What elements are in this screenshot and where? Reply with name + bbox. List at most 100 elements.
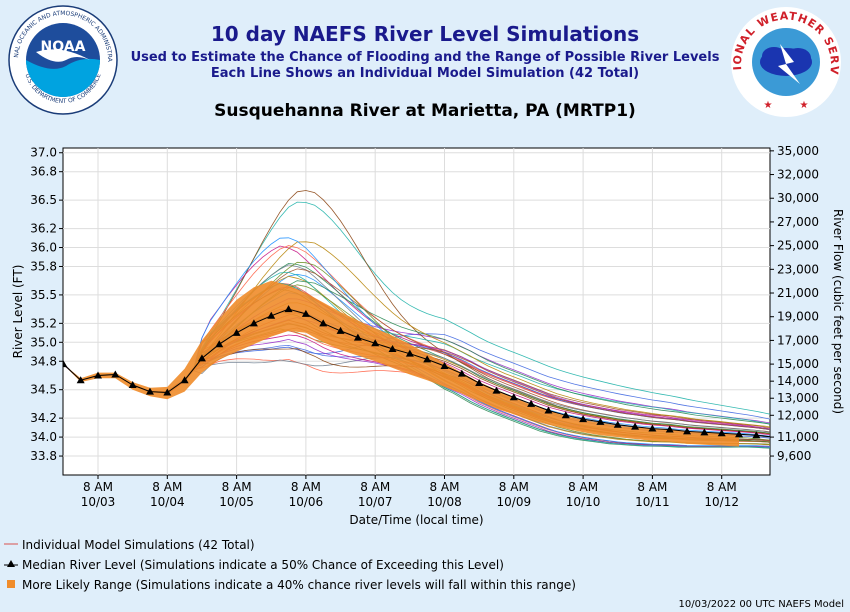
median-point <box>423 355 432 363</box>
median-point <box>613 420 622 428</box>
median-point <box>405 349 414 357</box>
y2-tick-label: 14,000 <box>777 374 819 388</box>
median-point <box>527 399 536 407</box>
legend-line-icon <box>4 543 18 545</box>
x-tick-label-date: 10/11 <box>635 495 670 509</box>
plot-contents <box>63 190 770 449</box>
x-tick-label-date: 10/04 <box>150 495 185 509</box>
median-point <box>145 387 154 395</box>
median-point <box>388 344 397 352</box>
x-tick-label-date: 10/09 <box>497 495 532 509</box>
noaa-logo-text: NOAA <box>41 39 86 55</box>
x-tick-label-time: 8 AM <box>222 480 252 494</box>
nws-logo: NATIONAL WEATHER SERVICE ★ ★ <box>728 4 841 117</box>
median-point <box>457 369 466 377</box>
median-point <box>63 360 68 368</box>
median-point <box>267 311 276 319</box>
location-title: Susquehanna River at Marietta, PA (MRTP1… <box>214 101 636 121</box>
x-tick-label-date: 10/08 <box>427 495 462 509</box>
noaa-logo: NATIONAL OCEANIC AND ATMOSPHERIC ADMINIS… <box>6 4 118 115</box>
median-point <box>665 425 674 433</box>
x-tick-label-time: 8 AM <box>707 480 737 494</box>
legend-label: Median River Level (Simulations indicate… <box>22 558 504 572</box>
median-point <box>752 431 761 439</box>
y2-tick-label: 11,000 <box>777 430 819 444</box>
median-point <box>700 428 709 436</box>
x-tick-label-time: 8 AM <box>499 480 529 494</box>
chart-subtitle-1: Used to Estimate the Chance of Flooding … <box>130 50 720 65</box>
legend-item-simulations: Individual Model Simulations (42 Total) <box>4 538 255 552</box>
median-point <box>492 386 501 394</box>
median-point <box>579 415 588 423</box>
y2-tick-label: 12,000 <box>777 408 819 422</box>
median-point <box>232 328 241 336</box>
x-tick-label-time: 8 AM <box>360 480 390 494</box>
y2-tick-label: 19,000 <box>777 310 819 324</box>
x-tick-label-date: 10/06 <box>289 495 324 509</box>
y-tick-label: 34.5 <box>30 383 57 397</box>
median-point <box>509 393 518 401</box>
legend-median-icon <box>4 560 18 567</box>
median-point <box>128 380 137 388</box>
median-point <box>769 439 770 441</box>
x-tick-label-date: 10/12 <box>704 495 739 509</box>
model-run-footer: 10/03/2022 00 UTC NAEFS Model <box>678 599 845 610</box>
x-tick-label-time: 8 AM <box>152 480 182 494</box>
y-tick-label: 36.2 <box>30 222 57 236</box>
median-point <box>631 422 640 430</box>
x-tick-label-time: 8 AM <box>637 480 667 494</box>
y-tick-label: 34.0 <box>30 430 57 444</box>
x-tick-label-date: 10/05 <box>219 495 254 509</box>
y-tick-label: 36.5 <box>30 193 57 207</box>
legend-item-range: More Likely Range (Simulations indicate … <box>4 578 576 592</box>
median-point <box>735 430 744 438</box>
median-point <box>111 370 120 378</box>
median-point <box>440 362 449 369</box>
median-point <box>215 340 224 348</box>
y-tick-label: 34.8 <box>30 354 57 368</box>
y-tick-label: 33.8 <box>30 449 57 463</box>
y-axis-label: River Level (FT) <box>11 265 25 359</box>
y-tick-label: 34.2 <box>30 411 57 425</box>
y2-tick-label: 17,000 <box>777 333 819 347</box>
chart-subtitle-2: Each Line Shows an Individual Model Simu… <box>210 66 640 81</box>
y-tick-label: 35.0 <box>30 335 57 349</box>
y2-tick-label: 9,600 <box>777 449 811 463</box>
legend-range-icon <box>7 580 15 588</box>
x-tick-label-date: 10/10 <box>566 495 601 509</box>
y2-axis-label: River Flow (cubic feet per second) <box>831 209 845 414</box>
x-tick-label-time: 8 AM <box>568 480 598 494</box>
y2-tick-label: 27,000 <box>777 215 819 229</box>
median-point <box>180 376 189 384</box>
median-point <box>544 406 553 414</box>
x-tick-label-date: 10/07 <box>358 495 393 509</box>
y-tick-label: 35.8 <box>30 259 57 273</box>
y-tick-label: 35.2 <box>30 316 57 330</box>
y2-tick-label: 21,000 <box>777 286 819 300</box>
y2-tick-label: 13,000 <box>777 391 819 405</box>
likely-range-band <box>63 280 739 447</box>
legend-item-median: Median River Level (Simulations indicate… <box>4 558 504 572</box>
median-point <box>197 354 206 362</box>
median-point <box>561 411 570 419</box>
x-tick-label-date: 10/03 <box>81 495 116 509</box>
median-point <box>94 371 102 379</box>
median-point <box>596 417 605 425</box>
x-tick-label-time: 8 AM <box>83 480 113 494</box>
x-axis-label: Date/Time (local time) <box>349 513 483 527</box>
median-point <box>319 319 328 327</box>
y-tick-label: 35.5 <box>30 288 57 302</box>
y2-tick-label: 32,000 <box>777 168 819 182</box>
y2-tick-label: 30,000 <box>777 191 819 205</box>
y-tick-label: 36.8 <box>30 165 57 179</box>
y-tick-label: 37.0 <box>30 146 57 160</box>
y2-tick-label: 15,000 <box>777 357 819 371</box>
median-point <box>76 376 85 384</box>
y2-tick-label: 25,000 <box>777 239 819 253</box>
median-point <box>336 326 345 334</box>
legend-label: More Likely Range (Simulations indicate … <box>22 578 576 592</box>
median-point <box>353 333 362 341</box>
median-point <box>301 309 310 317</box>
y-tick-label: 36.0 <box>30 241 57 255</box>
